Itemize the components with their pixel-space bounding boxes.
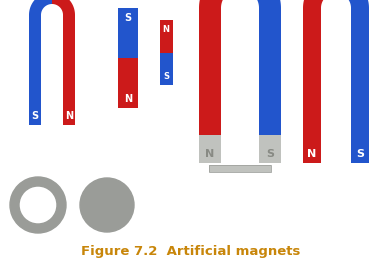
Polygon shape (160, 52, 173, 85)
Polygon shape (29, 15, 41, 125)
Polygon shape (118, 8, 138, 58)
Text: N: N (124, 94, 132, 104)
Polygon shape (63, 15, 75, 125)
Polygon shape (303, 8, 321, 163)
Text: S: S (125, 13, 131, 23)
Polygon shape (259, 135, 281, 163)
Polygon shape (336, 0, 369, 8)
Polygon shape (303, 0, 336, 8)
Polygon shape (52, 0, 75, 15)
Text: S: S (163, 72, 169, 81)
Polygon shape (351, 8, 369, 163)
Text: N: N (206, 149, 215, 159)
Circle shape (80, 178, 134, 232)
Bar (209, 165, 271, 172)
Text: S: S (266, 149, 274, 159)
Polygon shape (209, 165, 271, 172)
Text: S: S (356, 149, 364, 159)
Polygon shape (259, 8, 281, 135)
Polygon shape (160, 20, 173, 52)
Polygon shape (199, 135, 221, 163)
Text: N: N (162, 25, 170, 34)
Polygon shape (29, 0, 52, 15)
Text: S: S (31, 111, 39, 121)
Polygon shape (199, 8, 221, 135)
Text: N: N (308, 149, 317, 159)
Polygon shape (118, 58, 138, 108)
Polygon shape (199, 0, 240, 8)
Text: Figure 7.2  Artificial magnets: Figure 7.2 Artificial magnets (81, 245, 301, 258)
Polygon shape (240, 0, 281, 8)
Text: N: N (65, 111, 73, 121)
